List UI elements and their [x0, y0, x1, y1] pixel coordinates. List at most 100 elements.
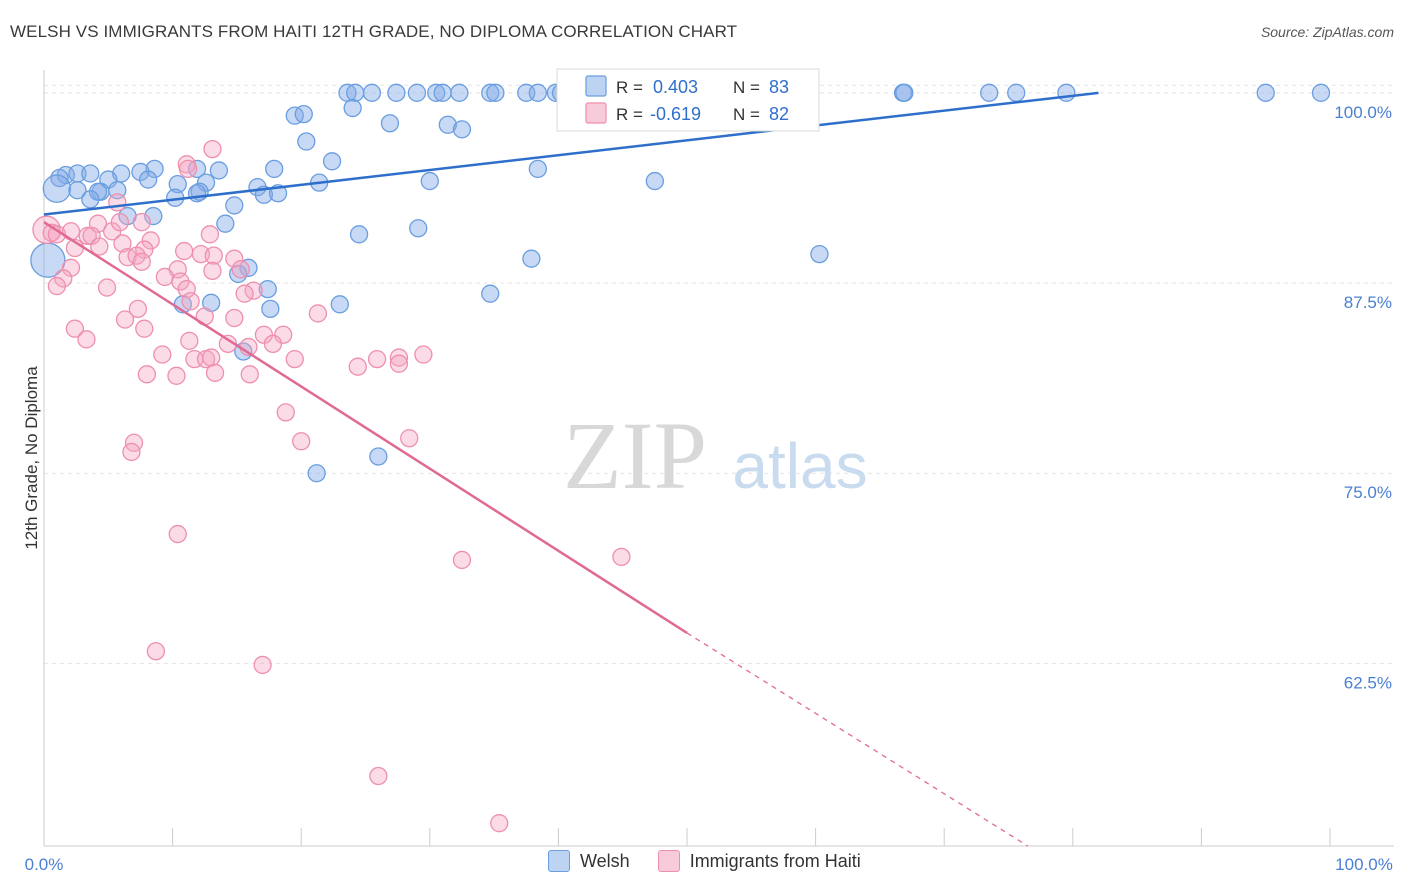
haiti-point [135, 319, 154, 338]
welsh-point [380, 114, 400, 133]
haiti-point [200, 225, 220, 244]
haiti-trend-line [43, 221, 688, 635]
haiti-point [490, 814, 509, 833]
haiti-point [452, 550, 472, 570]
haiti-point [178, 159, 198, 179]
haiti-point [308, 304, 328, 323]
haiti-point [110, 213, 130, 232]
y-tick-label: 100.0% [1334, 103, 1392, 122]
haiti-point [78, 226, 97, 246]
welsh-point [225, 196, 244, 215]
welsh-point [810, 244, 829, 264]
welsh-point [450, 83, 469, 102]
haiti-point [175, 241, 194, 261]
welsh-point [420, 171, 439, 191]
welsh-point [369, 447, 388, 466]
x-tick-label-max: 100.0% [1335, 855, 1393, 874]
welsh-point [216, 214, 235, 233]
welsh-point [144, 206, 163, 226]
legend-label-welsh: Welsh [580, 850, 630, 871]
haiti-r-value: -0.619 [650, 104, 701, 124]
haiti-point [47, 276, 67, 296]
welsh-point [980, 83, 999, 102]
welsh-point [307, 464, 326, 483]
welsh-point [88, 182, 108, 201]
welsh-point [362, 83, 382, 102]
haiti-point [274, 325, 293, 344]
y-tick-label: 87.5% [1344, 293, 1392, 312]
haiti-point [235, 284, 254, 303]
haiti-n-label: N = [733, 105, 760, 124]
legend-label-haiti: Immigrants from Haiti [689, 850, 861, 871]
welsh-point [1311, 83, 1331, 102]
welsh-point [895, 83, 914, 102]
series-haiti [32, 139, 631, 833]
haiti-point [285, 349, 304, 369]
welsh-swatch [585, 75, 607, 97]
welsh-point [1057, 83, 1076, 102]
haiti-r-label: R = [616, 105, 643, 124]
welsh-point [258, 279, 277, 299]
haiti-point [389, 354, 409, 373]
legend-swatch-haiti [657, 850, 680, 872]
welsh-point [131, 162, 150, 182]
y-tick-label: 62.5% [1344, 673, 1392, 692]
welsh-point [209, 161, 229, 180]
haiti-point [65, 319, 85, 338]
haiti-point [132, 213, 151, 232]
haiti-point [97, 278, 117, 297]
welsh-point [322, 152, 342, 171]
welsh-point [343, 98, 362, 118]
haiti-point [168, 524, 187, 544]
haiti-point [77, 330, 96, 349]
haiti-point [167, 366, 186, 385]
haiti-point [153, 345, 172, 364]
welsh-point [294, 104, 313, 124]
welsh-point [438, 115, 457, 134]
welsh-point [481, 284, 500, 303]
haiti-point [205, 363, 225, 382]
welsh-point [1007, 83, 1026, 102]
welsh-point [261, 299, 280, 319]
haiti-point [348, 357, 367, 376]
welsh-point [81, 164, 100, 183]
haiti-trend-extension [686, 632, 1029, 847]
haiti-point [141, 231, 160, 250]
haiti-point [155, 267, 175, 287]
watermark-zip: ZIP [563, 402, 707, 509]
welsh-r-value: 0.403 [653, 77, 698, 97]
welsh-point [452, 120, 472, 139]
haiti-point [612, 547, 631, 567]
haiti-point [292, 432, 311, 451]
haiti-point [276, 403, 295, 422]
welsh-n-label: N = [733, 78, 760, 97]
welsh-point [1256, 83, 1275, 102]
haiti-point [389, 348, 409, 367]
bottom-legend: Welsh Immigrants from Haiti [548, 850, 861, 872]
x-tick-label-min: 0.0% [25, 855, 64, 874]
haiti-point [414, 345, 433, 364]
welsh-point [349, 225, 369, 244]
haiti-point [225, 308, 244, 328]
legend-item-welsh: Welsh [548, 850, 630, 872]
welsh-point [145, 159, 164, 179]
welsh-point [297, 132, 316, 151]
welsh-point [168, 174, 187, 194]
haiti-point [180, 331, 199, 350]
welsh-point [407, 83, 427, 102]
welsh-n-value: 83 [769, 77, 789, 97]
welsh-trend-line [43, 91, 1099, 216]
haiti-point [128, 299, 148, 319]
axes [43, 70, 1394, 847]
welsh-point [265, 159, 284, 179]
chart-title: WELSH VS IMMIGRANTS FROM HAITI 12TH GRAD… [10, 22, 738, 41]
trend-lines [43, 91, 1099, 847]
haiti-point [146, 642, 166, 661]
haiti-point [203, 261, 222, 280]
legend-swatch-welsh [548, 850, 570, 872]
haiti-point [400, 429, 419, 448]
welsh-point [528, 83, 547, 102]
y-tick-labels: 62.5% 75.0% 87.5% 100.0% [1334, 103, 1392, 693]
welsh-point [50, 168, 69, 188]
